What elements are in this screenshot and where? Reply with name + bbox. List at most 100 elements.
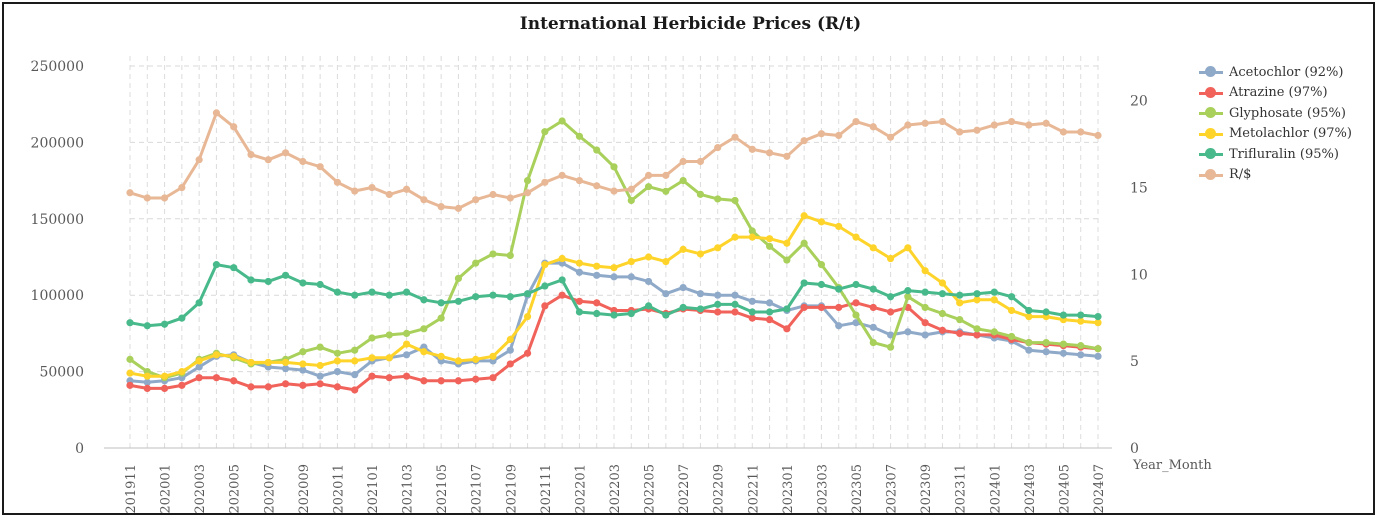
data-point [990,296,998,304]
data-point [748,145,756,153]
legend-swatch [1199,66,1223,78]
data-point [714,195,722,203]
legend-label: Trifluralin (95%) [1229,146,1339,162]
data-point [368,288,376,296]
data-point [264,358,272,367]
data-point [506,346,514,354]
data-point [281,149,290,157]
x-tick-label: 201911 [124,464,139,514]
data-point [420,296,428,304]
data-point [143,384,151,393]
data-point [178,183,186,192]
data-point [281,271,290,279]
data-point [575,259,584,267]
data-point [610,311,618,319]
data-point [610,187,618,195]
data-point [627,273,635,281]
x-tick-label: 202303 [815,464,830,514]
x-axis-label: Year_Month [1132,458,1212,473]
legend-swatch [1199,127,1223,140]
data-point [472,355,480,363]
data-point [748,227,756,235]
data-point [1059,349,1068,357]
data-point [1025,312,1033,321]
x-tick-label: 202103 [401,464,416,514]
data-point [593,271,601,279]
data-point [351,357,359,365]
data-point [921,288,929,296]
data-point [351,346,359,354]
data-point [1007,117,1016,126]
x-tick-label: 202107 [470,464,485,514]
data-point [956,316,964,324]
data-point [852,299,860,307]
data-point [264,383,272,391]
data-point [1077,342,1085,350]
data-point [281,358,290,367]
data-point [1025,306,1033,315]
data-point [1059,340,1068,348]
x-tick-label: 202201 [573,464,588,514]
data-point [783,305,791,313]
data-point [316,361,324,370]
data-point [886,343,895,351]
data-point [558,171,566,179]
data-point [610,273,618,281]
data-point [1025,121,1033,129]
x-tick-label: 202403 [1023,464,1038,514]
legend-swatch [1199,107,1223,119]
data-point [835,303,843,312]
data-point [558,254,566,263]
data-point [178,381,186,389]
data-point [904,328,912,336]
data-point [1042,348,1050,356]
data-point [1094,352,1102,360]
data-point [765,308,774,316]
data-point [316,280,324,289]
data-point [800,303,808,312]
x-tick-label: 202011 [331,464,346,514]
x-tick-label: 202101 [366,464,381,514]
legend-item: R/$ [1199,165,1352,186]
data-point [835,322,843,330]
data-point [506,335,514,344]
y-tick-label: 0 [75,441,84,457]
data-point [644,253,653,261]
data-point [835,131,843,140]
data-point [230,264,238,272]
data-point [662,171,670,179]
data-point [1094,345,1102,353]
y2-tick-label: 5 [1130,354,1139,370]
legend-item: Acetochlor (92%) [1199,62,1352,83]
data-point [437,352,445,360]
data-point [454,357,463,365]
data-point [973,296,981,304]
legend-item: Trifluralin (95%) [1199,144,1352,165]
data-point [1025,346,1033,354]
data-point [800,279,808,287]
data-point [1007,306,1016,315]
data-point [402,372,411,380]
x-tick-label: 202401 [988,464,1003,514]
data-point [195,299,203,307]
data-point [402,288,411,296]
y2-tick-label: 10 [1130,267,1148,283]
data-point [523,290,532,298]
data-point [765,299,774,307]
data-point [731,133,739,141]
data-point [731,196,739,205]
data-point [869,123,877,131]
data-point [402,329,411,337]
data-point [472,375,480,383]
data-point [644,183,653,191]
y-tick-label: 50000 [39,365,84,381]
data-point [178,368,186,376]
data-point [938,279,947,287]
data-point [523,349,532,357]
data-point [541,282,549,290]
data-point [1059,311,1068,319]
data-point [351,291,359,299]
data-point [748,314,756,322]
data-point [575,177,584,185]
legend-label: Atrazine (97%) [1229,85,1328,101]
